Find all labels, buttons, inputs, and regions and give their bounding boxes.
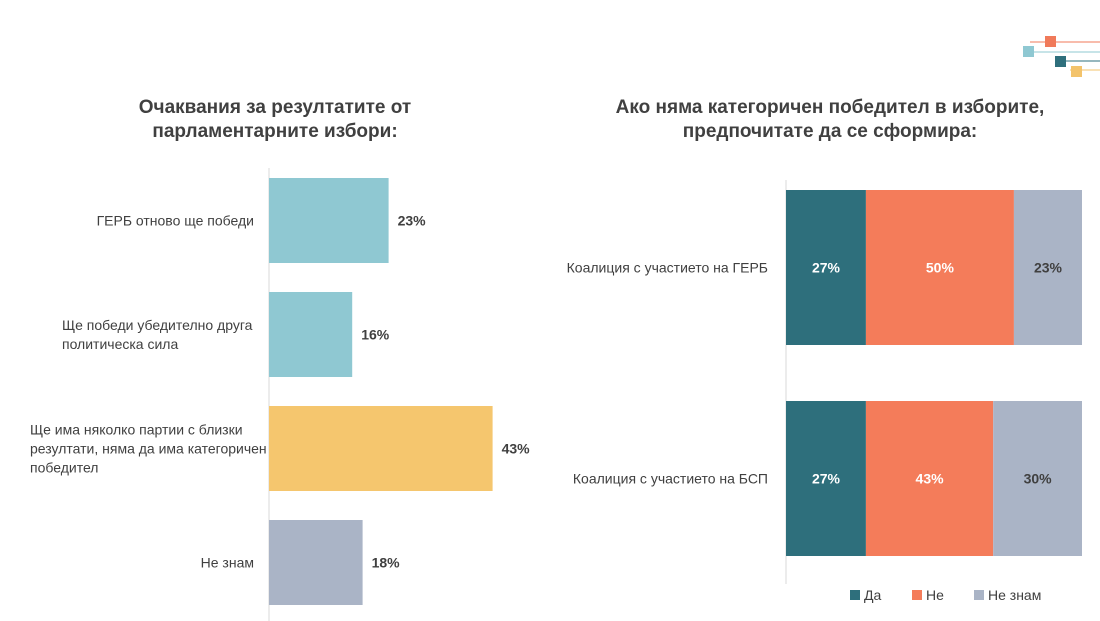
bar — [269, 178, 389, 263]
logo-square — [1071, 66, 1082, 77]
category-label-line: ГЕРБ отново ще победи — [97, 213, 254, 229]
stacked-bar-segment — [865, 401, 994, 556]
segment-value-label: 50% — [926, 260, 955, 276]
legend-swatch — [912, 590, 922, 600]
stacked-bar-segment — [786, 401, 866, 556]
category-label: Не знам — [201, 555, 254, 571]
segment-value-label: 43% — [916, 471, 945, 487]
left-chart: 23% ГЕРБ отново ще победи 16% Ще победи убе… — [30, 168, 531, 621]
category-label-line: победител — [30, 460, 98, 476]
segment-value-label: 27% — [812, 471, 841, 487]
segment-value-label: 27% — [812, 260, 841, 276]
bar — [269, 406, 493, 491]
right-chart: 27% 50% 23% Коалиция с участието на ГЕРБ 27%… — [567, 180, 1082, 603]
logo-square — [1055, 56, 1066, 67]
logo-graphic — [1023, 36, 1100, 77]
category-label: ГЕРБ отново ще победи — [97, 213, 254, 229]
left-chart-title: Очаквания за резултатите от парламентарн… — [138, 97, 412, 142]
stacked-bar-segment — [786, 190, 866, 345]
bar-value-label: 23% — [398, 213, 427, 229]
legend-label: Не знам — [988, 587, 1041, 603]
bar-value-label: 43% — [502, 441, 531, 457]
bar — [269, 520, 363, 605]
bar-value-label: 16% — [361, 327, 390, 343]
category-label-line: Ще има няколко партии с близки — [30, 422, 243, 438]
segment-value-label: 30% — [1024, 471, 1053, 487]
bar — [269, 292, 353, 377]
logo-square — [1045, 36, 1056, 47]
legend-swatch — [850, 590, 860, 600]
logo-square — [1023, 46, 1034, 57]
category-label: Коалиция с участието на БСП — [573, 471, 768, 487]
stacked-bar-segment — [865, 190, 1014, 345]
bar-value-label: 18% — [372, 555, 401, 571]
stacked-bar-segment — [1013, 190, 1082, 345]
category-label: Ще победи убедително друга политическа си… — [62, 317, 253, 352]
category-label: Коалиция с участието на ГЕРБ — [567, 260, 768, 276]
category-label-line: Ще победи убедително друга — [62, 317, 253, 333]
category-label-line: политическа сила — [62, 336, 178, 352]
category-label: Ще има няколко партии с близки резултати,… — [30, 422, 267, 476]
legend-label: Да — [864, 587, 881, 603]
segment-value-label: 23% — [1034, 260, 1063, 276]
category-label-line: резултати, няма да има категоричен — [30, 441, 267, 457]
legend-label: Не — [926, 587, 944, 603]
category-label-line: Не знам — [201, 555, 254, 571]
stacked-bar-segment — [993, 401, 1082, 556]
right-chart-title: Ако няма категоричен победител в изборит… — [615, 97, 1045, 142]
legend-swatch — [974, 590, 984, 600]
